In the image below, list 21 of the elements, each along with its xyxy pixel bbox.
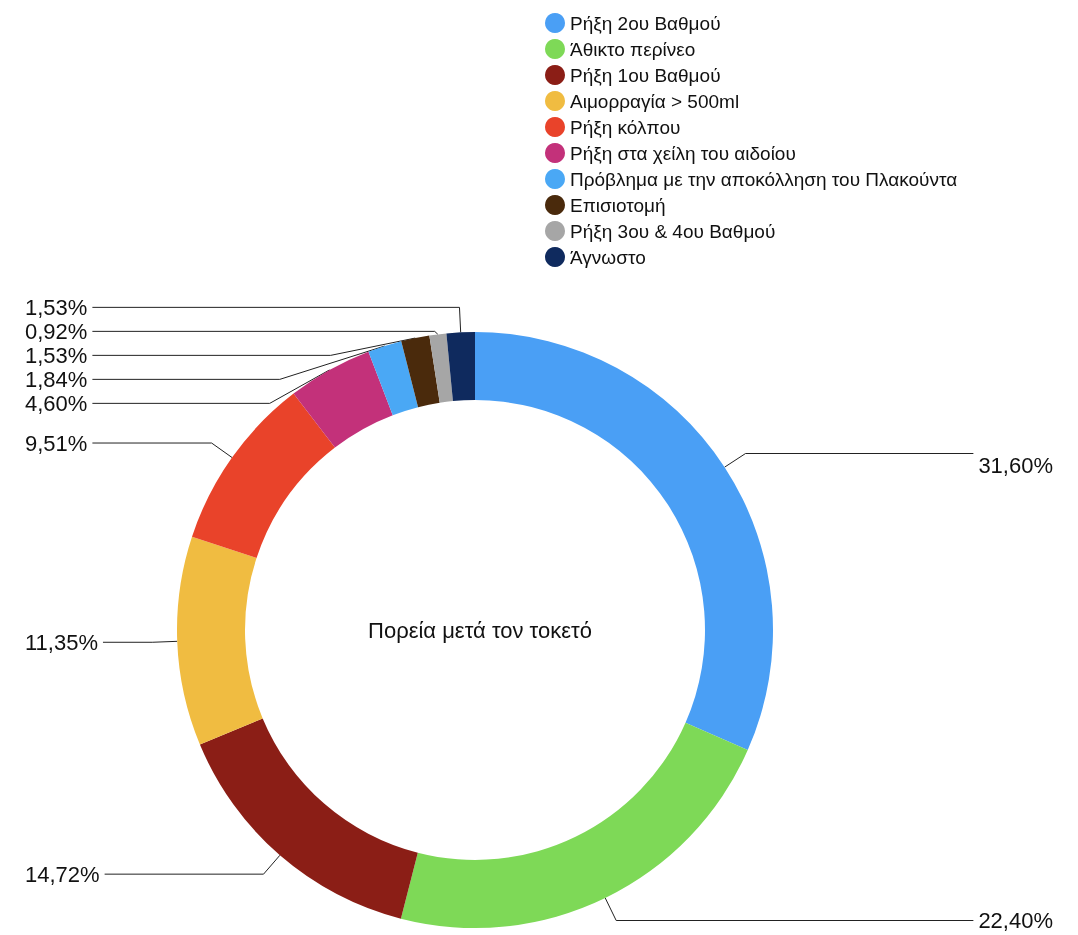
data-label: 1,53% [25,342,88,368]
data-label: 4,60% [25,390,88,416]
data-label: 22,40% [978,908,1053,934]
legend-label: Άθικτο περίνεο [570,38,696,60]
text: Πορεία μετά τον τοκετό [368,617,592,643]
data-label: 31,60% [978,452,1053,478]
legend-label: Ρήξη κόλπου [570,116,681,138]
data-label: 0,92% [25,318,88,344]
data-label: 14,72% [25,861,100,887]
data-label: 9,51% [25,430,88,456]
data-label: 1,53% [25,294,88,320]
legend-label: Αιμορραγία > 500ml [570,90,740,112]
legend-label: Πρόβλημα με την αποκόλληση του Πλακούντα [570,168,958,190]
legend-label: Άγνωστο [570,246,646,268]
legend-label: Ρήξη 1ου Βαθμού [570,64,721,86]
data-label: 11,35% [25,629,98,655]
legend-label: Ρήξη στα χείλη του αιδοίου [570,142,796,164]
legend-label: Ρήξη 3ου & 4ου Βαθμού [570,220,776,242]
legend-label: Ρήξη 2ου Βαθμού [570,12,721,34]
data-label: 1,84% [25,366,88,392]
legend-label: Επισιοτομή [570,194,666,216]
